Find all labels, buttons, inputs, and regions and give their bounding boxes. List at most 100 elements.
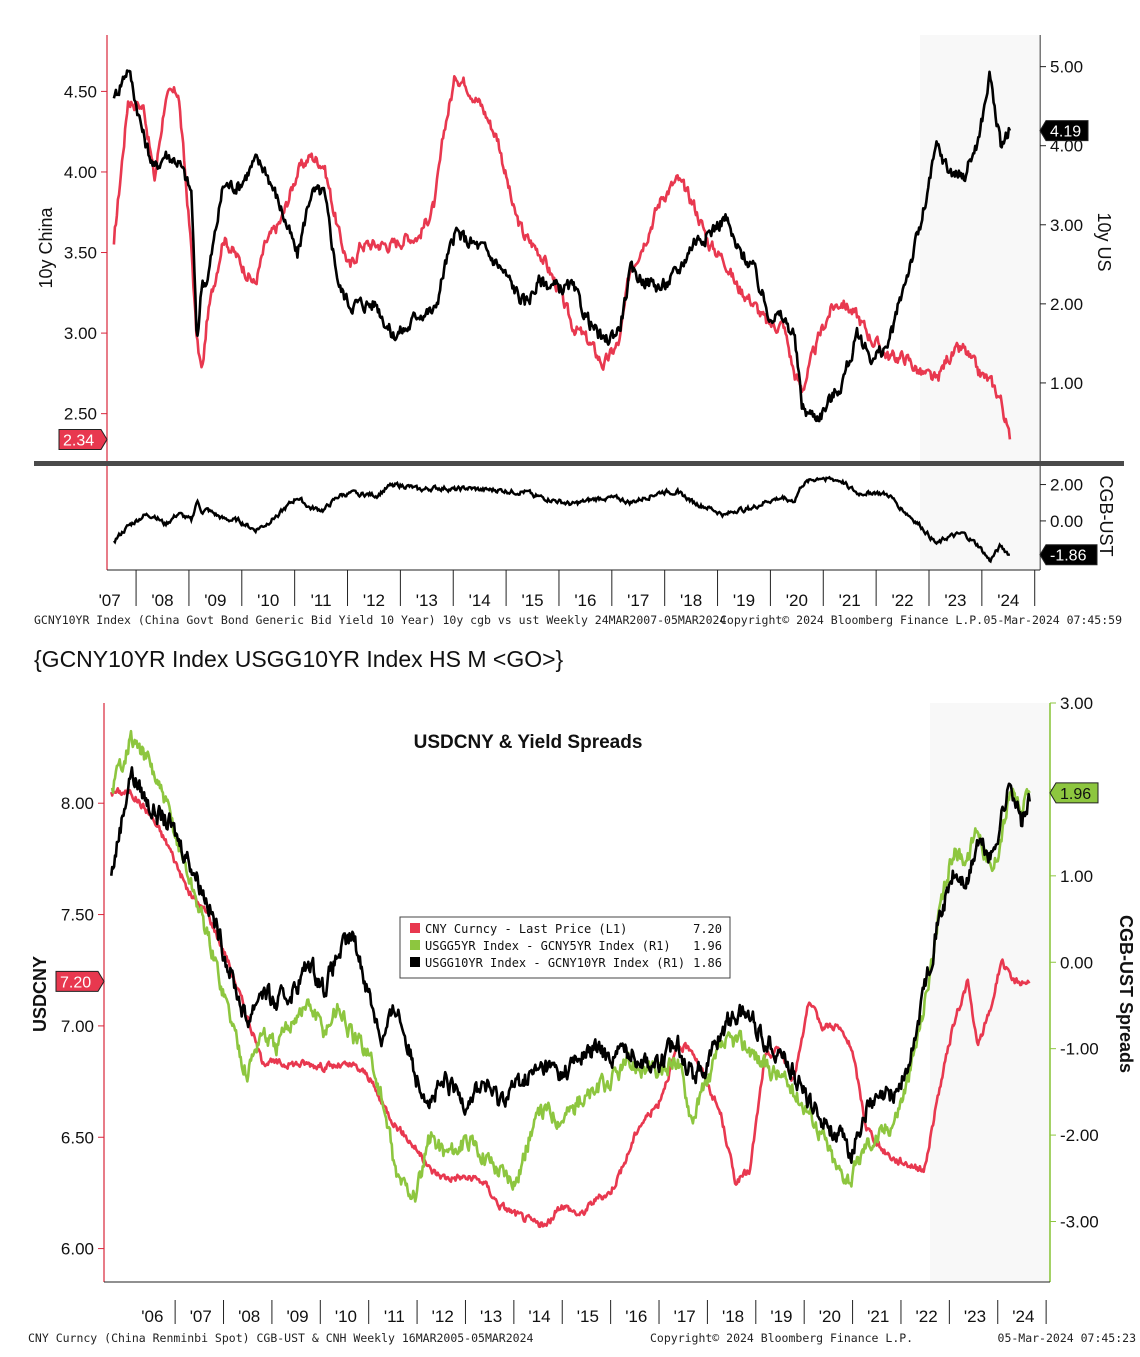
c1-x-tick-label: '12 (363, 591, 385, 610)
c2-x-tick-label: '06 (141, 1307, 163, 1326)
c2-right-tick-label: 3.00 (1060, 694, 1093, 713)
c2-x-tick-label: '18 (722, 1307, 744, 1326)
c2-x-tick-label: '17 (674, 1307, 696, 1326)
c1-right-tick-label: 4.00 (1050, 137, 1083, 156)
c2-x-tick-label: '23 (964, 1307, 986, 1326)
c1-x-tick-label: '10 (257, 591, 279, 610)
command-line: {GCNY10YR Index USGG10YR Index HS M <GO>… (34, 646, 564, 672)
c1-x-tick-label: '24 (997, 591, 1019, 610)
c2-legend-swatch (410, 940, 420, 950)
c1-last-value-left-tag (58, 428, 108, 450)
c2-left-axis-title: USDCNY (30, 956, 50, 1032)
c1-x-tick-label: '11 (311, 591, 332, 610)
c2-last-value-left-tag (55, 970, 105, 992)
c2-left-tick-label: 7.00 (61, 1017, 94, 1036)
c2-right-axis-title: CGB-UST Spreads (1116, 915, 1136, 1073)
c1-x-tick-label: '16 (574, 591, 596, 610)
c2-series-line-0 (110, 787, 1031, 1229)
c2-right-tick-label: 0.00 (1060, 953, 1093, 972)
c1-lower-axis-title: CGB-UST (1096, 476, 1116, 557)
c2-x-tick-label: '11 (384, 1307, 405, 1326)
c1-x-tick-label: '09 (204, 591, 226, 610)
c1-left-tick-label: 4.00 (64, 163, 97, 182)
c2-left-tick-label: 8.00 (61, 794, 94, 813)
c1-last-value-right: 4.19 (1050, 124, 1081, 141)
c2-x-tick-label: '14 (528, 1307, 550, 1326)
c2-last-value-right-tag (1049, 782, 1099, 804)
c1-right-tick-label: 3.00 (1050, 216, 1083, 235)
c2-right-tick-label: 1.00 (1060, 867, 1093, 886)
c1-last-value-left: 2.34 (63, 432, 94, 449)
c2-x-tick-label: '19 (770, 1307, 792, 1326)
c1-right-tick-label: 5.00 (1050, 58, 1083, 77)
c2-x-tick-label: '10 (335, 1307, 357, 1326)
c1-lower-spread-line (112, 475, 1010, 564)
c2-right-tick-label: -2.00 (1060, 1126, 1099, 1145)
c2-left-tick-label: 6.50 (61, 1128, 94, 1147)
c1-lower-last-value: -1.86 (1050, 548, 1087, 565)
c1-lower-last-value-tag (1039, 544, 1098, 566)
c1-left-tick-label: 2.50 (64, 405, 97, 424)
c1-lower-tick-label: 2.00 (1050, 476, 1083, 495)
c2-right-tick-label: -3.00 (1060, 1213, 1099, 1232)
c1-last-value-right-tag (1039, 120, 1089, 142)
c2-legend-value: 1.86 (693, 956, 722, 970)
c2-last-value-left: 7.20 (60, 974, 91, 991)
c2-x-tick-label: '16 (625, 1307, 647, 1326)
c2-footer-description: CNY Curncy (China Renminbi Spot) CGB-UST… (28, 1331, 533, 1345)
c2-legend-swatch (410, 957, 420, 967)
c2-chart-title: USDCNY & Yield Spreads (414, 732, 643, 753)
c1-x-tick-label: '22 (891, 591, 913, 610)
c2-x-tick-label: '07 (190, 1307, 212, 1326)
c2-x-tick-label: '09 (286, 1307, 308, 1326)
c2-last-value-right: 1.96 (1060, 786, 1091, 803)
c2-x-tick-label: '08 (238, 1307, 260, 1326)
c1-x-tick-label: '17 (627, 591, 649, 610)
c2-legend-box (399, 916, 731, 979)
c1-left-axis-title: 10y China (36, 206, 56, 288)
c2-x-tick-label: '13 (480, 1307, 502, 1326)
c1-right-tick-label: 2.00 (1050, 295, 1083, 314)
c1-x-tick-label: '15 (521, 591, 543, 610)
c1-lower-tick-label: 0.00 (1050, 512, 1083, 531)
c2-legend-label: USGG10YR Index - GCNY10YR Index (R1) (425, 956, 685, 970)
c1-x-tick-label: '23 (944, 591, 966, 610)
c2-series-line-2 (110, 766, 1031, 1164)
c1-panel-separator (34, 461, 1124, 466)
c1-x-tick-label: '18 (680, 591, 702, 610)
c2-series-line-1 (110, 729, 1031, 1203)
c1-footer-description: GCNY10YR Index (China Govt Bond Generic … (34, 613, 726, 627)
c1-series-line-left (112, 75, 1012, 440)
c1-forecast-shade (920, 35, 1040, 570)
c2-forecast-shade (930, 703, 1050, 1282)
c2-legend-value: 7.20 (693, 922, 722, 936)
c1-x-tick-label: '20 (786, 591, 808, 610)
c2-legend: CNY Curncy - Last Price (L1) 7.20 USGG5YR … (399, 916, 731, 979)
c1-x-tick-label: '14 (469, 591, 491, 610)
c1-left-tick-label: 3.50 (64, 244, 97, 263)
c2-left-tick-label: 7.50 (61, 906, 94, 925)
c1-x-tick-label: '19 (733, 591, 755, 610)
c2-left-tick-label: 6.00 (61, 1240, 94, 1259)
c2-x-tick-label: '15 (577, 1307, 599, 1326)
c2-x-tick-label: '20 (819, 1307, 841, 1326)
c2-x-tick-label: '12 (432, 1307, 454, 1326)
c2-x-tick-label: '22 (916, 1307, 938, 1326)
c2-footer-copyright: Copyright© 2024 Bloomberg Finance L.P. (650, 1331, 913, 1345)
c1-x-tick-label: '21 (839, 591, 861, 610)
c2-legend-swatch (410, 923, 420, 933)
c2-x-tick-label: '21 (867, 1307, 889, 1326)
c1-right-tick-label: 1.00 (1050, 374, 1083, 393)
c1-x-tick-label: '07 (99, 591, 121, 610)
c2-legend-value: 1.96 (693, 939, 722, 953)
c1-footer-copyright: Copyright© 2024 Bloomberg Finance L.P. (720, 613, 983, 627)
c2-legend-label: USGG5YR Index - GCNY5YR Index (R1) (425, 939, 671, 953)
c1-left-tick-label: 4.50 (64, 82, 97, 101)
c1-right-axis-title: 10y US (1094, 212, 1114, 271)
c1-x-tick-label: '13 (416, 591, 438, 610)
c2-footer-timestamp: 05-Mar-2024 07:45:23 (998, 1331, 1137, 1345)
c1-series-line-right (112, 69, 1012, 423)
c1-footer-timestamp: 05-Mar-2024 07:45:59 (984, 613, 1123, 627)
